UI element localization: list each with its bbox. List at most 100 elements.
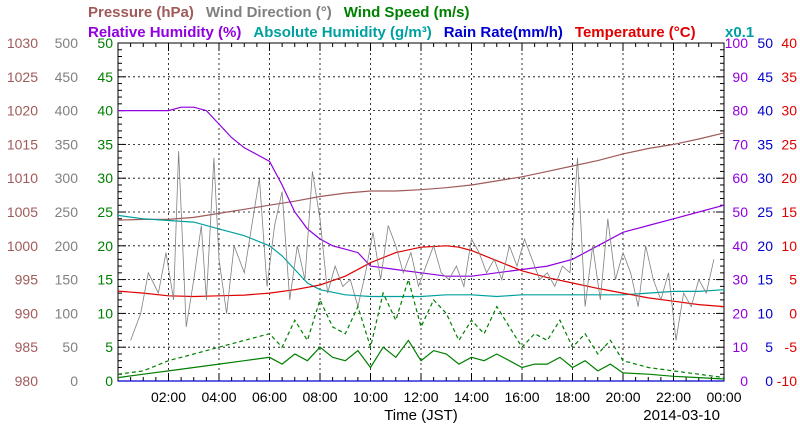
y-tick-label-humidity: 0 [740,373,748,389]
y-tick-label-wind_direction: 0 [70,373,78,389]
y-tick-label-pressure: 1020 [7,103,38,119]
y-tick-label-temperature: 25 [781,136,797,152]
legend-item: Pressure (hPa) [88,4,194,21]
y-tick-label-pressure: 1030 [7,35,38,51]
y-tick-label-temperature: 0 [789,305,797,321]
y-tick-label-humidity: 30 [732,272,748,288]
y-tick-label-wind_speed: 10 [97,305,113,321]
y-tick-label-humidity: 70 [732,136,748,152]
x-tick-label: 12:00 [403,389,438,405]
x-axis-label: Time (JST) [384,407,458,424]
y-tick-label-temperature: 10 [781,238,797,254]
y-tick-label-pressure: 1010 [7,170,38,186]
y-tick-label-humidity: 100 [725,35,749,51]
y-tick-label-pressure: 1000 [7,238,38,254]
y-tick-label-pressure: 1025 [7,69,38,85]
y-tick-label-pressure: 980 [15,373,39,389]
y-tick-label-wind_speed: 40 [97,103,113,119]
y-tick-label-pressure: 990 [15,305,39,321]
y-tick-label-wind_direction: 250 [55,204,79,220]
y-tick-label-temperature: 35 [781,69,797,85]
series-layer [117,106,725,382]
y-tick-label-humidity: 80 [732,103,748,119]
legend-item: Temperature (°C) [575,24,696,41]
series-line [118,106,725,277]
y-tick-label-rain_rate: 30 [757,170,773,186]
y-tick-label-wind_speed: 15 [97,272,113,288]
series-line [130,151,715,341]
x-axis: 02:00 04:00 06:00 08:00 10:00 12:00 14:00 16:00… [151,389,742,405]
y-tick-label-rain_rate: 45 [757,69,773,85]
legend-item: Relative Humidity (%) [88,24,241,41]
y-tick-label-temperature: 20 [781,170,797,186]
y-tick-label-rain_rate: 50 [757,35,773,51]
y-tick-label-wind_direction: 500 [55,35,79,51]
y-tick-label-temperature: 15 [781,204,797,220]
y-tick-label-humidity: 40 [732,238,748,254]
y-tick-label-wind_direction: 100 [55,305,79,321]
left-axes: 1030102510201015101010051000995990985980… [7,35,113,389]
y-tick-label-wind_direction: 150 [55,272,79,288]
y-tick-label-rain_rate: 0 [765,373,773,389]
y-tick-label-humidity: 60 [732,170,748,186]
y-tick-label-wind_speed: 35 [97,136,113,152]
series-line [117,339,725,380]
y-tick-label-pressure: 1005 [7,204,38,220]
y-tick-label-rain_rate: 10 [757,305,773,321]
y-tick-label-humidity: 50 [732,204,748,220]
x-tick-label: 02:00 [151,389,186,405]
y-tick-label-wind_direction: 50 [62,339,78,355]
scale-note: x0.1 [725,24,754,41]
x-tick-label: 18:00 [555,389,590,405]
x-tick-label: 16:00 [504,389,539,405]
x-tick-label: 00:00 [706,389,741,405]
y-tick-label-wind_speed: 30 [97,170,113,186]
x-tick-label: 06:00 [252,389,287,405]
y-tick-label-wind_speed: 0 [105,373,113,389]
y-tick-label-humidity: 90 [732,69,748,85]
y-tick-label-wind_direction: 400 [55,103,79,119]
y-tick-label-temperature: -5 [785,339,798,355]
y-tick-label-pressure: 1015 [7,136,38,152]
y-tick-label-rain_rate: 5 [765,339,773,355]
y-tick-label-rain_rate: 40 [757,103,773,119]
y-tick-label-wind_direction: 350 [55,136,79,152]
legend-row-2: Relative Humidity (%) Absolute Humidity (… [88,24,696,41]
series-line [117,277,725,379]
y-tick-label-humidity: 20 [732,305,748,321]
y-tick-label-wind_speed: 45 [97,69,113,85]
x-tick-label: 14:00 [454,389,489,405]
y-tick-label-temperature: 5 [789,272,797,288]
y-tick-label-humidity: 10 [732,339,748,355]
x-tick-label: 04:00 [201,389,236,405]
series-line [117,132,725,221]
legend-item: Absolute Humidity (g/m³) [253,24,431,41]
right-axes: 1009080706050403020100504540353025201510… [725,35,798,389]
y-tick-label-rain_rate: 25 [757,204,773,220]
date-label: 2014-03-10 [643,407,720,424]
legend-item: Wind Direction (°) [206,4,332,21]
y-tick-label-temperature: -10 [777,373,797,389]
y-tick-label-pressure: 995 [15,272,39,288]
legend-item: Wind Speed (m/s) [344,4,470,21]
x-tick-label: 08:00 [302,389,337,405]
y-tick-label-wind_direction: 300 [55,170,79,186]
legend-item: Rain Rate(mm/h) [444,24,563,41]
y-tick-label-wind_speed: 20 [97,238,113,254]
y-tick-label-wind_direction: 200 [55,238,79,254]
y-tick-label-rain_rate: 15 [757,272,773,288]
y-tick-label-pressure: 985 [15,339,39,355]
y-tick-label-rain_rate: 35 [757,136,773,152]
legend-row-1: Pressure (hPa) Wind Direction (°) Wind Spe… [88,4,469,21]
y-tick-label-wind_speed: 50 [97,35,113,51]
x-tick-label: 22:00 [656,389,691,405]
y-tick-label-rain_rate: 20 [757,238,773,254]
x-tick-label: 10:00 [353,389,388,405]
x-tick-label: 20:00 [605,389,640,405]
y-tick-label-temperature: 40 [781,35,797,51]
y-tick-label-temperature: 30 [781,103,797,119]
y-tick-label-wind_speed: 5 [105,339,113,355]
y-tick-label-wind_direction: 450 [55,69,79,85]
series-line [117,214,725,298]
